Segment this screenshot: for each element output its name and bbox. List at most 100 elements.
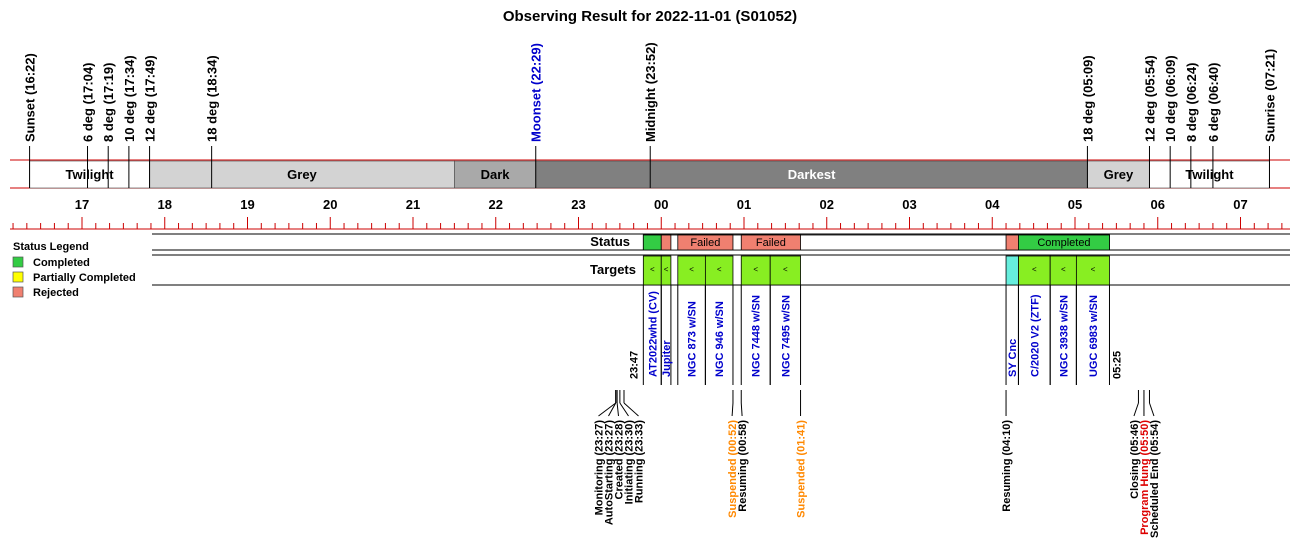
- hour-tick-label: 04: [985, 197, 1000, 212]
- legend-title: Status Legend: [13, 241, 89, 253]
- target-bar: [1075, 255, 1110, 286]
- sun-event-label: 12 deg (17:49): [143, 55, 158, 142]
- legend-label: Partially Completed: [33, 272, 136, 284]
- status-row-label: Status: [590, 234, 630, 249]
- hour-tick-label: 06: [1151, 197, 1165, 212]
- event-leader: [619, 402, 629, 417]
- status-segment-label: Failed: [690, 237, 720, 249]
- event-label: Running (23:33): [633, 420, 645, 503]
- target-mark: <: [1091, 265, 1096, 274]
- event-label: AutoStarting (23:27): [603, 420, 615, 525]
- sky-band-twilight: [1149, 160, 1270, 189]
- target-bar: [1049, 255, 1077, 286]
- legend-swatch-partial: [12, 271, 24, 283]
- event-leader: [740, 402, 743, 417]
- hour-tick-label: 00: [654, 197, 668, 212]
- hour-tick-label: 03: [902, 197, 916, 212]
- hour-tick-label: 22: [489, 197, 503, 212]
- target-name: AT2022whd (CV): [647, 291, 659, 377]
- target-name: NGC 946 w/SN: [714, 301, 726, 377]
- target-bar: [660, 255, 672, 286]
- sky-band-label: Darkest: [788, 167, 836, 182]
- target-bar: [1005, 255, 1019, 286]
- sky-band-label: Twilight: [66, 167, 115, 182]
- event-leader: [623, 402, 639, 417]
- target-name: NGC 7448 w/SN: [751, 295, 763, 377]
- legend-swatch-rejected: [12, 286, 24, 298]
- sun-event-label: Sunrise (07:21): [1262, 49, 1277, 142]
- target-bar: [704, 255, 734, 286]
- chart-title: Observing Result for 2022-11-01 (S01052): [503, 8, 797, 25]
- status-segment-label: Completed: [1037, 237, 1090, 249]
- event-leader: [1149, 402, 1155, 417]
- legend-label: Completed: [33, 257, 90, 269]
- sun-event-label: 8 deg (17:19): [101, 63, 116, 142]
- target-mark: <: [664, 265, 669, 274]
- status-segment-completed: [642, 234, 662, 251]
- target-mark: <: [753, 265, 758, 274]
- sun-event-label: 6 deg (06:40): [1206, 63, 1221, 142]
- target-mark: <: [1032, 265, 1037, 274]
- target-mark: <: [650, 265, 655, 274]
- sky-band-label: Grey: [1104, 167, 1134, 182]
- target-bar: [769, 255, 801, 286]
- legend-swatch-completed: [12, 256, 24, 268]
- hour-tick-label: 01: [737, 197, 751, 212]
- target-mark: <: [783, 265, 788, 274]
- sky-band-grey: [149, 160, 455, 189]
- event-label: Closing (05:46): [1129, 420, 1141, 499]
- status-segment-rejected: [1005, 234, 1019, 251]
- target-name: NGC 873 w/SN: [687, 301, 699, 377]
- target-name: NGC 7495 w/SN: [780, 295, 792, 377]
- target-name: UGC 6983 w/SN: [1088, 295, 1100, 377]
- hour-tick-label: 02: [820, 197, 834, 212]
- target-name: NGC 3938 w/SN: [1058, 295, 1070, 377]
- sun-event-label: 18 deg (05:09): [1080, 55, 1095, 142]
- sun-event-label: 10 deg (17:34): [122, 55, 137, 142]
- event-leader: [1133, 402, 1139, 417]
- target-name: Jupiter: [661, 340, 673, 377]
- sun-event-label: 18 deg (18:34): [205, 55, 220, 142]
- sun-event-label: 8 deg (06:24): [1184, 63, 1199, 142]
- event-label: Initiating (23:30): [623, 420, 635, 505]
- sun-event-label: Moonset (22:29): [529, 43, 544, 142]
- hour-tick-label: 18: [158, 197, 172, 212]
- hour-tick-label: 05: [1068, 197, 1082, 212]
- event-leader: [616, 402, 619, 417]
- targets-row-label: Targets: [590, 262, 636, 277]
- legend-label: Rejected: [33, 287, 79, 299]
- hour-tick-label: 20: [323, 197, 337, 212]
- event-label: Resuming (04:10): [1001, 420, 1013, 512]
- time-marker-label: 23:47: [628, 351, 640, 379]
- status-segment-label: Failed: [756, 237, 786, 249]
- hour-tick-label: 17: [75, 197, 89, 212]
- status-segment-rejected: [660, 234, 672, 251]
- sun-event-label: 12 deg (05:54): [1142, 55, 1157, 142]
- target-name: C/2020 V2 (ZTF): [1029, 294, 1041, 377]
- sky-band-label: Twilight: [1185, 167, 1234, 182]
- sky-band-dark: [454, 160, 537, 189]
- event-label: Resuming (00:58): [737, 420, 749, 512]
- hour-tick-label: 23: [571, 197, 585, 212]
- event-label: Created (23:28): [613, 420, 625, 500]
- event-label: Suspended (01:41): [796, 420, 808, 518]
- hour-tick-label: 21: [406, 197, 420, 212]
- sun-event-label: 6 deg (17:04): [81, 63, 96, 142]
- status-segment-rejected: [740, 234, 801, 251]
- sky-band-label: Dark: [481, 167, 511, 182]
- sky-band-label: Grey: [287, 167, 317, 182]
- event-label: Suspended (00:52): [727, 420, 739, 518]
- sun-event-label: Sunset (16:22): [23, 53, 38, 142]
- hour-tick-label: 19: [240, 197, 254, 212]
- hour-tick-label: 07: [1233, 197, 1247, 212]
- sun-event-label: 10 deg (06:09): [1163, 55, 1178, 142]
- event-label: Monitoring (23:27): [593, 420, 605, 516]
- sun-event-label: Midnight (23:52): [643, 42, 658, 142]
- target-mark: <: [1061, 265, 1066, 274]
- event-leader: [731, 402, 734, 417]
- status-segment-completed: [1018, 234, 1110, 251]
- target-mark: <: [717, 265, 722, 274]
- time-marker-label: 05:25: [1111, 351, 1123, 379]
